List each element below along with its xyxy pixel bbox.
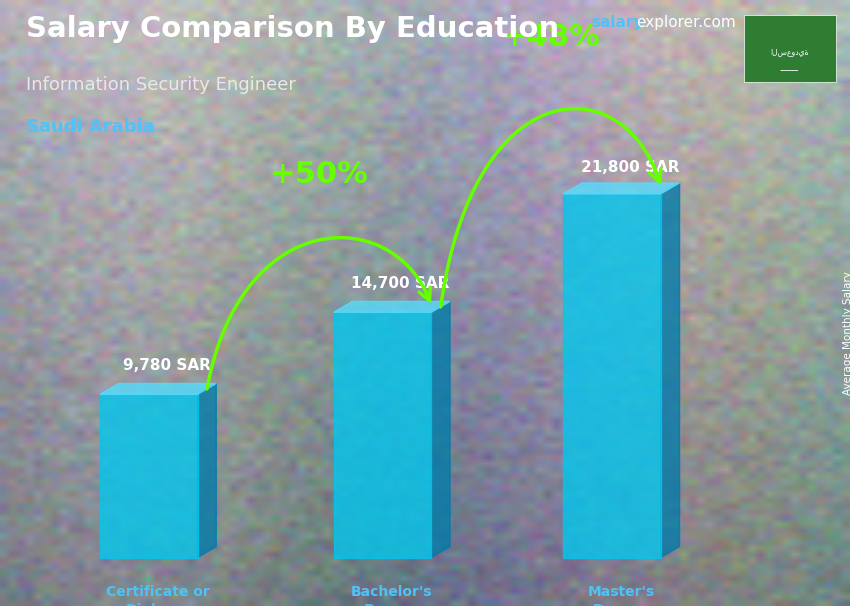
Text: السعودية: السعودية [770, 47, 809, 56]
Polygon shape [563, 183, 680, 194]
Text: 21,800 SAR: 21,800 SAR [581, 159, 679, 175]
Text: Bachelor's
Degree: Bachelor's Degree [351, 585, 433, 606]
Polygon shape [563, 194, 661, 558]
Polygon shape [100, 384, 216, 395]
Polygon shape [197, 384, 216, 558]
Text: Master's
Degree: Master's Degree [588, 585, 654, 606]
Polygon shape [432, 301, 450, 558]
Text: +50%: +50% [270, 160, 369, 188]
Text: Saudi Arabia: Saudi Arabia [26, 118, 154, 136]
Text: Average Monthly Salary: Average Monthly Salary [843, 271, 850, 395]
Polygon shape [333, 312, 432, 558]
Text: Certificate or
Diploma: Certificate or Diploma [106, 585, 210, 606]
Text: salary: salary [591, 15, 643, 30]
Text: explorer.com: explorer.com [636, 15, 735, 30]
Text: Information Security Engineer: Information Security Engineer [26, 76, 296, 94]
Text: ——: —— [780, 65, 799, 75]
Text: 9,780 SAR: 9,780 SAR [122, 358, 211, 373]
FancyBboxPatch shape [744, 15, 836, 82]
Text: +48%: +48% [502, 23, 601, 52]
Text: Salary Comparison By Education: Salary Comparison By Education [26, 15, 558, 43]
Text: 14,700 SAR: 14,700 SAR [351, 276, 450, 291]
Polygon shape [100, 395, 197, 558]
Polygon shape [333, 301, 450, 312]
Polygon shape [661, 183, 680, 558]
